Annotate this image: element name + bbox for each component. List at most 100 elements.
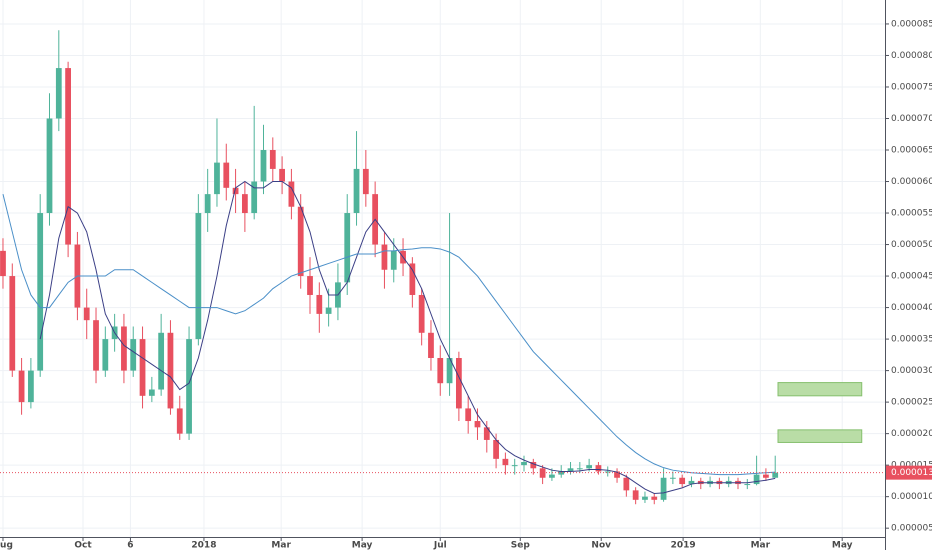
x-tick-label: Oct [74, 541, 92, 550]
y-tick-label: 0.00007000 [891, 114, 932, 124]
y-tick-label: 0.00001500 [891, 461, 932, 471]
candle-body [9, 276, 16, 371]
candle-body [614, 471, 620, 478]
candle-body [483, 427, 490, 440]
candle-body [660, 477, 667, 500]
candle-body [186, 339, 192, 434]
candle-body [465, 408, 472, 422]
candle-body [362, 168, 369, 195]
candle-body [669, 477, 676, 479]
y-tick-label: 0.00005500 [891, 209, 932, 219]
candle-body [679, 477, 686, 485]
candle-body [167, 332, 174, 409]
y-tick-label: 0.00004500 [891, 272, 932, 282]
x-tick-label: 2018 [191, 541, 216, 550]
y-tick-label: 0.00006500 [891, 146, 932, 156]
candle-body [223, 162, 230, 188]
x-tick-label: 6 [127, 541, 133, 550]
x-tick-label: Nov [591, 541, 611, 550]
candle-body [46, 118, 53, 214]
candle-body [176, 408, 183, 434]
y-tick-label: 0.00002500 [891, 398, 932, 408]
candle-body [102, 339, 109, 371]
candle-body [772, 472, 779, 478]
candle-body [269, 150, 276, 169]
last-price-box [886, 465, 932, 480]
candle-body [18, 370, 25, 403]
x-tick-label: Sep [511, 541, 531, 550]
candle-body [148, 389, 155, 396]
candle-body [381, 244, 388, 270]
candle-body [521, 461, 527, 466]
candle-body [139, 339, 146, 396]
candle-body [325, 307, 332, 314]
y-tick-label: 0.00003000 [891, 366, 932, 376]
x-tick-label: Aug [0, 541, 13, 550]
x-tick-label: Mar [751, 541, 771, 550]
y-tick-label: 0.00001000 [891, 492, 932, 502]
candle-body [418, 294, 425, 333]
last-price-label: 0.00001381 [891, 468, 932, 478]
moving-average [39, 180, 776, 495]
candle-body [316, 294, 323, 314]
candle-body [37, 213, 44, 371]
candle-body [428, 332, 434, 358]
candle-body [576, 468, 583, 470]
candle-body [623, 477, 630, 491]
candle-body [651, 496, 658, 500]
candle-body [251, 181, 258, 214]
y-tick-label: 0.00008000 [891, 51, 932, 61]
candle-body [353, 168, 360, 214]
y-tick-label: 0.00004000 [891, 303, 932, 313]
y-tick-label: 0.00003500 [891, 335, 932, 345]
x-tick-label: Jul [433, 541, 447, 550]
x-tick-label: Mar [271, 541, 291, 550]
candle-body [232, 187, 239, 195]
candle-body [130, 339, 137, 371]
x-tick-label: May [352, 541, 373, 550]
y-tick-label: 0.00000500 [891, 524, 932, 534]
candle-body [549, 474, 555, 478]
candle-body [55, 68, 62, 119]
candle-body [511, 465, 518, 467]
candle-body [567, 468, 574, 472]
moving-average [2, 194, 776, 476]
candle-body [158, 332, 165, 390]
target-zone [777, 382, 863, 397]
candle-body [297, 206, 304, 277]
candle-body [28, 370, 34, 403]
candle-body [632, 490, 639, 500]
candle-body [307, 276, 313, 295]
candle-body [688, 480, 695, 485]
candle-body [493, 439, 499, 459]
candle-body [204, 194, 211, 214]
candle-body [502, 458, 509, 466]
candle-body [446, 358, 453, 384]
y-tick-label: 0.00002000 [891, 429, 932, 439]
candle-body [437, 358, 444, 384]
candle-body [595, 465, 602, 472]
target-zone [777, 429, 863, 443]
candle-body [121, 326, 127, 371]
candle-body [744, 484, 751, 486]
x-tick-label: 2019 [671, 541, 696, 550]
candle-body [586, 465, 593, 469]
x-tick-label: May [832, 541, 853, 550]
candle-body [288, 181, 295, 207]
candle-body [474, 421, 481, 428]
candle-body [195, 213, 202, 340]
candle-body [409, 263, 416, 295]
candle-body [753, 474, 760, 485]
candle-body [65, 68, 71, 245]
candle-body [763, 474, 769, 478]
candle-body [455, 358, 462, 409]
candle-body [83, 307, 90, 321]
candle-body [93, 320, 99, 371]
candle-body [241, 194, 248, 214]
candle-body [604, 471, 611, 473]
y-tick-label: 0.00008500 [891, 19, 932, 29]
y-tick-label: 0.00007500 [891, 82, 932, 92]
